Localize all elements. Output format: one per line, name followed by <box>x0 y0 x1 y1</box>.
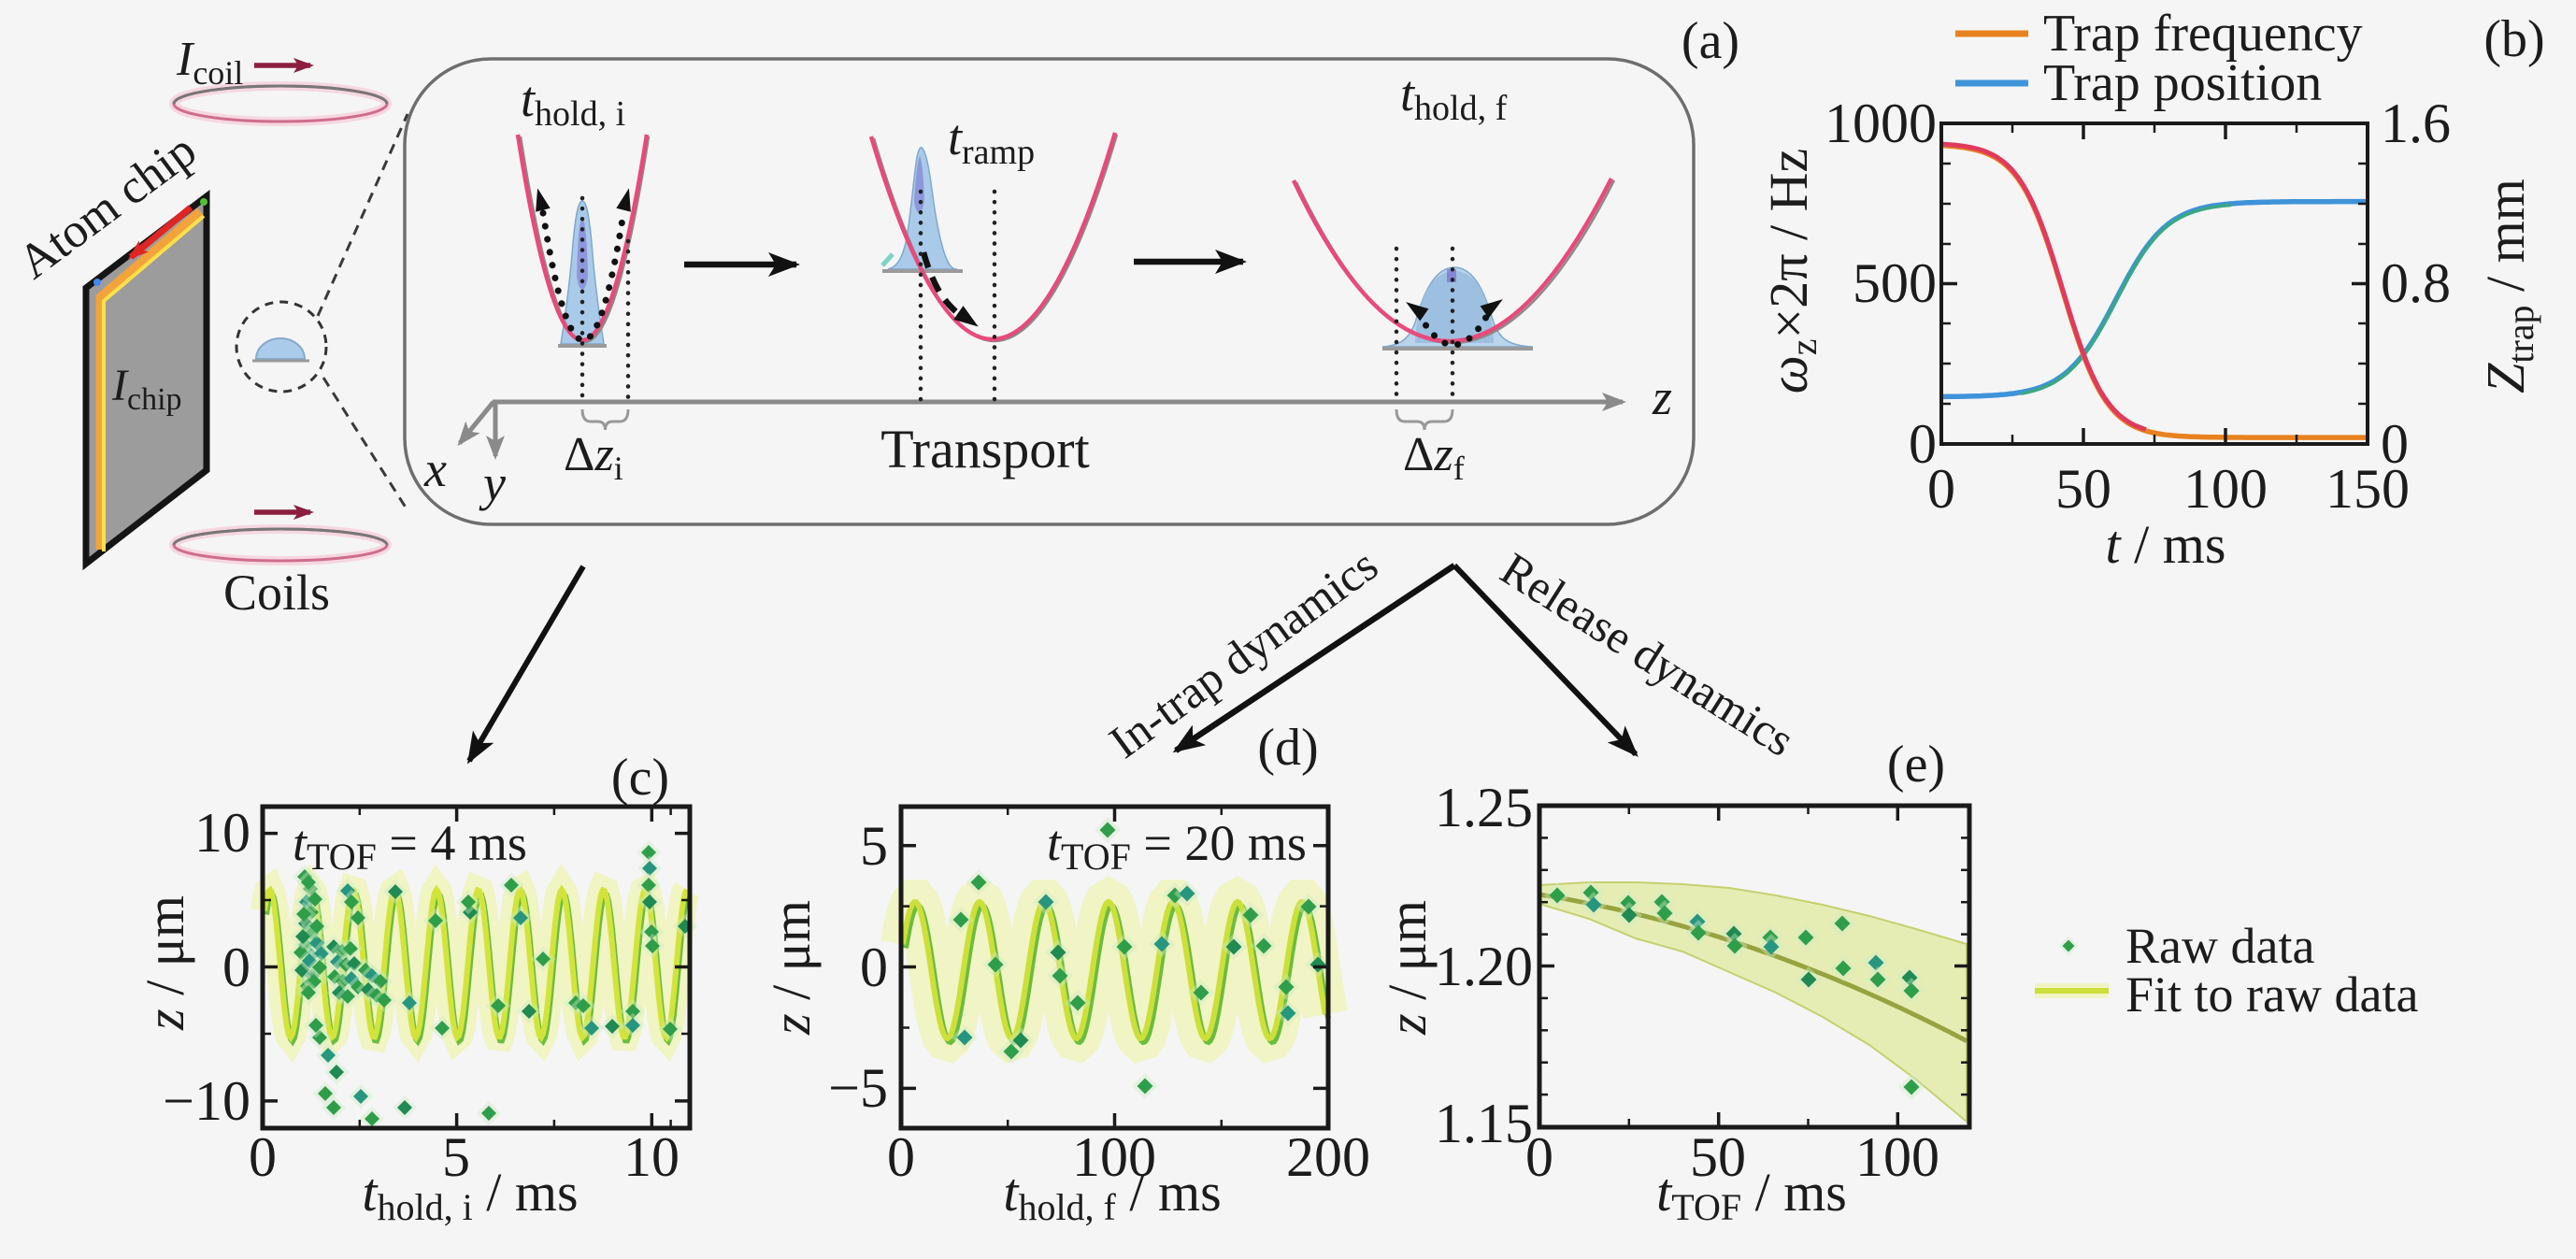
svg-text:0: 0 <box>1525 1126 1553 1188</box>
svg-text:tTOF / ms: tTOF / ms <box>1656 1162 1847 1228</box>
svg-text:1.6: 1.6 <box>2381 93 2451 154</box>
svg-text:(b): (b) <box>2483 10 2544 68</box>
svg-text:10: 10 <box>194 802 250 864</box>
svg-text:500: 500 <box>1853 252 1937 314</box>
svg-text:100: 100 <box>2183 458 2268 520</box>
svg-text:0: 0 <box>887 1126 915 1188</box>
svg-text:Δzi: Δzi <box>564 428 623 487</box>
svg-text:z: z <box>1652 369 1672 425</box>
svg-text:0: 0 <box>222 937 250 998</box>
svg-text:1.25: 1.25 <box>1435 777 1533 838</box>
svg-text:Trap frequency: Trap frequency <box>2043 5 2363 63</box>
svg-text:1.15: 1.15 <box>1435 1093 1533 1154</box>
svg-text:100: 100 <box>1855 1126 1939 1188</box>
svg-text:(d): (d) <box>1257 719 1318 777</box>
svg-text:Trap position: Trap position <box>2043 54 2322 112</box>
svg-text:1000: 1000 <box>1825 93 1937 154</box>
svg-text:tramp: tramp <box>948 109 1035 172</box>
svg-text:1.20: 1.20 <box>1435 936 1533 997</box>
svg-text:50: 50 <box>1690 1126 1746 1188</box>
svg-text:thold, i: thold, i <box>521 71 625 134</box>
svg-text:ωz×2π / Hz: ωz×2π / Hz <box>1758 149 1825 393</box>
svg-text:−10: −10 <box>163 1070 250 1132</box>
svg-text:−5: −5 <box>828 1057 888 1119</box>
svg-text:0.8: 0.8 <box>2381 252 2451 314</box>
svg-text:5: 5 <box>860 815 888 877</box>
svg-text:Fit to raw data: Fit to raw data <box>2125 966 2418 1023</box>
svg-text:thold, i / ms: thold, i / ms <box>362 1162 578 1228</box>
svg-text:200: 200 <box>1286 1126 1370 1188</box>
svg-text:Ichip: Ichip <box>111 361 182 417</box>
svg-text:y: y <box>479 455 506 511</box>
svg-text:(a): (a) <box>1682 12 1739 70</box>
svg-text:z / μm: z / μm <box>761 900 822 1036</box>
svg-text:0: 0 <box>2381 413 2409 475</box>
svg-text:tTOF = 20 ms: tTOF = 20 ms <box>1047 815 1307 878</box>
svg-text:(e): (e) <box>1887 736 1945 794</box>
svg-text:tTOF = 4 ms: tTOF = 4 ms <box>293 815 527 878</box>
svg-text:0: 0 <box>860 937 888 998</box>
svg-text:10: 10 <box>623 1126 680 1188</box>
svg-text:0: 0 <box>1909 413 1937 475</box>
svg-text:z / μm: z / μm <box>135 895 195 1031</box>
svg-text:100: 100 <box>1072 1126 1156 1188</box>
svg-text:150: 150 <box>2326 458 2410 520</box>
svg-text:Transport: Transport <box>880 419 1089 479</box>
svg-text:Raw data: Raw data <box>2125 918 2314 974</box>
svg-text:0: 0 <box>249 1126 277 1188</box>
svg-text:thold, f / ms: thold, f / ms <box>1003 1162 1221 1228</box>
svg-text:t / ms: t / ms <box>2106 514 2226 575</box>
svg-text:thold, f: thold, f <box>1400 65 1508 128</box>
svg-text:Coils: Coils <box>223 565 330 621</box>
svg-text:(c): (c) <box>611 749 669 807</box>
svg-text:50: 50 <box>2055 458 2111 520</box>
svg-text:x: x <box>423 441 447 497</box>
svg-text:Icoil: Icoil <box>176 33 243 92</box>
svg-text:Ztrap / mm: Ztrap / mm <box>2475 179 2541 393</box>
svg-text:0: 0 <box>1927 458 1955 520</box>
svg-text:5: 5 <box>442 1126 470 1188</box>
svg-text:z / μm: z / μm <box>1377 900 1438 1036</box>
